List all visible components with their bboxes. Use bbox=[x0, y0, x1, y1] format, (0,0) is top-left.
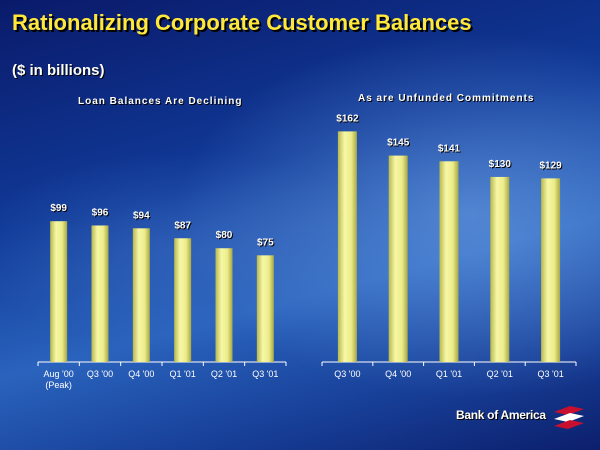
loan-data-label: $96 bbox=[92, 207, 109, 218]
flag-logo-icon bbox=[554, 406, 584, 429]
loan-bar bbox=[50, 221, 68, 362]
brand-logo: Bank of America bbox=[456, 406, 596, 436]
loan-data-label: $75 bbox=[257, 237, 274, 248]
slide-title: Rationalizing Corporate Customer Balance… bbox=[12, 10, 472, 35]
commitments-category-label: Q2 '01 bbox=[487, 369, 513, 379]
loan-bar bbox=[132, 228, 150, 362]
loan-category-label: Q3 '00 bbox=[87, 369, 113, 379]
commitments-data-label: $129 bbox=[539, 160, 562, 171]
commitments-bar bbox=[541, 178, 561, 362]
loan-data-label: $94 bbox=[133, 210, 150, 221]
loan-bar bbox=[174, 238, 192, 362]
brand-name: Bank of America bbox=[456, 408, 546, 422]
loan-category-label: Aug '00 bbox=[44, 369, 74, 379]
commitments-category-label: Q3 '00 bbox=[334, 369, 360, 379]
commitments-chart-title: As are Unfunded Commitments bbox=[358, 93, 535, 104]
loan-category-label: Q1 '01 bbox=[170, 369, 196, 379]
commitments-category-label: Q4 '00 bbox=[385, 369, 411, 379]
commitments-data-label: $141 bbox=[438, 143, 461, 154]
loan-data-label: $80 bbox=[216, 230, 233, 241]
loan-data-label: $99 bbox=[50, 203, 67, 214]
commitments-bar bbox=[388, 155, 408, 362]
loan-category-label: (Peak) bbox=[45, 380, 72, 390]
commitments-bar bbox=[490, 176, 510, 362]
loan-category-label: Q3 '01 bbox=[252, 369, 278, 379]
loan-category-label: Q2 '01 bbox=[211, 369, 237, 379]
commitments-data-label: $162 bbox=[336, 113, 359, 124]
loan-bar bbox=[256, 255, 274, 362]
loan-chart-title: Loan Balances Are Declining bbox=[78, 96, 243, 107]
slide-subtitle: ($ in billions) bbox=[12, 62, 105, 79]
commitments-bar bbox=[337, 131, 357, 362]
loan-category-label: Q4 '00 bbox=[128, 369, 154, 379]
loan-bar bbox=[91, 225, 109, 362]
commitments-bar bbox=[439, 161, 459, 362]
commitments-data-label: $130 bbox=[489, 159, 512, 170]
commitments-data-label: $145 bbox=[387, 138, 410, 149]
commitments-category-label: Q3 '01 bbox=[537, 369, 563, 379]
loan-bar bbox=[215, 248, 233, 362]
commitments-category-label: Q1 '01 bbox=[436, 369, 462, 379]
loan-data-label: $87 bbox=[174, 220, 191, 231]
